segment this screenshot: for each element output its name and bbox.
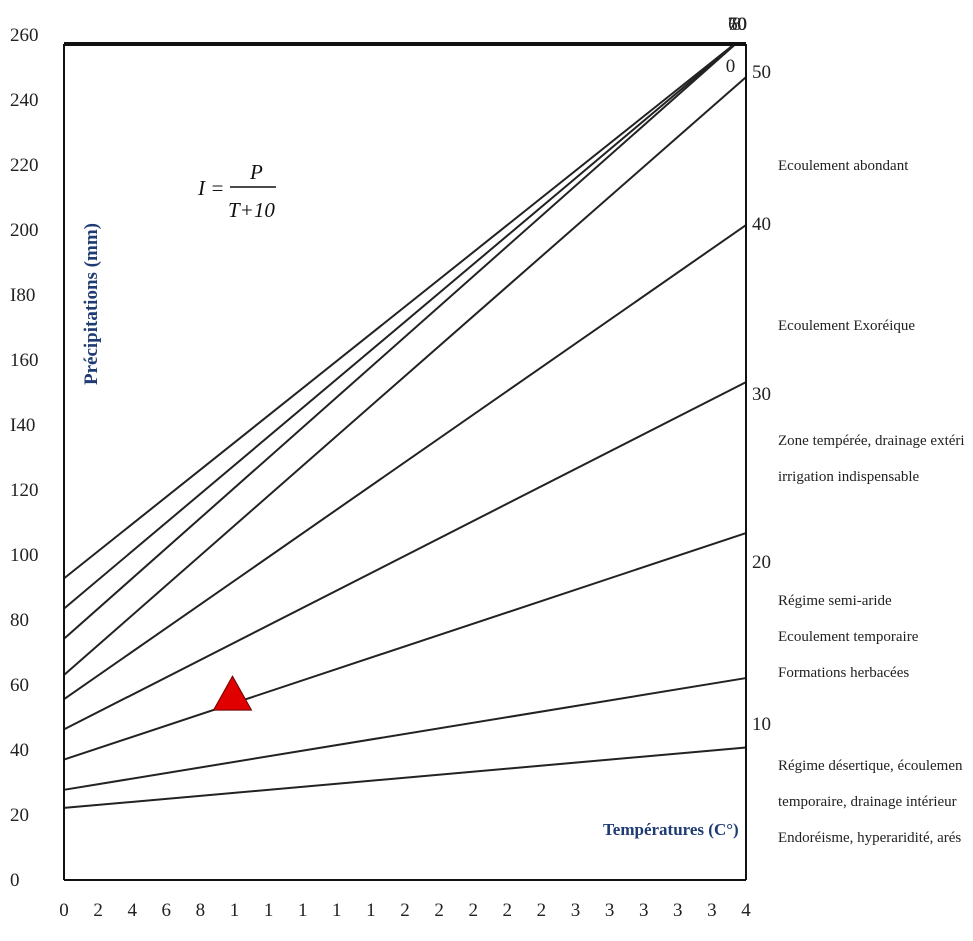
y-tick-label: 40 xyxy=(10,740,29,761)
zone-label: Ecoulement Exoréique xyxy=(778,318,915,334)
top-index-label-1: 70 xyxy=(728,14,747,35)
x-tick-label: 3 xyxy=(673,900,683,921)
x-tick-label: 1 xyxy=(298,900,308,921)
x-tick-label: 4 xyxy=(127,900,137,921)
zone-label: Ecoulement temporaire xyxy=(778,629,919,645)
y-tick-label: 200 xyxy=(10,220,39,241)
zone-label: temporaire, drainage intérieur xyxy=(778,794,957,810)
x-tick-label: 1 xyxy=(230,900,240,921)
zone-descriptions: Ecoulement abondant Ecoulement Exoréique Z… xyxy=(778,158,965,846)
x-tick-label: 2 xyxy=(93,900,103,921)
right-index-label: 30 xyxy=(752,384,771,405)
x-tick-label: 1 xyxy=(332,900,342,921)
x-tick-label: 1 xyxy=(264,900,274,921)
index-line-5 xyxy=(63,381,747,731)
right-index-labels: 50 40 30 20 10 xyxy=(752,62,771,735)
y-tick-label: 80 xyxy=(10,610,29,631)
index-line-0 xyxy=(63,43,736,580)
y-tick-label: 60 xyxy=(10,675,29,696)
index-line-1 xyxy=(63,43,736,610)
zone-label: Régime semi-aride xyxy=(778,593,892,609)
x-tick-label: 6 xyxy=(162,900,172,921)
x-axis-title: Températures (C°) xyxy=(603,820,739,839)
top-index-label-2: 60 xyxy=(728,14,747,35)
y-tick-label: 20 xyxy=(10,805,29,826)
zone-label: Formations herbacées xyxy=(778,665,909,681)
x-tick-labels: 0 2 4 6 8 1 1 1 1 1 2 2 2 2 2 3 3 3 3 3 4 xyxy=(59,900,751,921)
formula: I = P T+10 xyxy=(197,160,276,222)
y-tick-label: I40 xyxy=(10,415,35,436)
x-tick-label: 0 xyxy=(59,900,69,921)
x-tick-label: 3 xyxy=(639,900,649,921)
right-index-label: 10 xyxy=(752,714,771,735)
x-tick-label: 3 xyxy=(707,900,717,921)
x-tick-label: 2 xyxy=(503,900,513,921)
right-index-label: 50 xyxy=(752,62,771,83)
index-lines xyxy=(63,43,747,809)
zone-label: Endoréisme, hyperaridité, arés xyxy=(778,830,961,846)
index-line-3 xyxy=(63,76,747,676)
y-tick-label: I80 xyxy=(10,285,35,306)
index-line-8 xyxy=(63,746,747,809)
svg-text:T+10: T+10 xyxy=(228,198,275,222)
y-tick-label: 0 xyxy=(10,870,20,891)
zone-label: Régime désertique, écoulemen xyxy=(778,758,963,774)
station-marker xyxy=(212,675,253,711)
zone-label: Zone tempérée, drainage extéri xyxy=(778,433,965,449)
index-line-4 xyxy=(63,224,747,701)
right-index-label: 20 xyxy=(752,552,771,573)
x-tick-label: 3 xyxy=(605,900,615,921)
x-tick-label: 3 xyxy=(571,900,581,921)
y-tick-label: 240 xyxy=(10,90,39,111)
top-index-label-0: 8 xyxy=(732,14,742,35)
y-tick-label: 160 xyxy=(10,350,39,371)
index-line-7 xyxy=(63,677,747,791)
x-tick-label: 2 xyxy=(468,900,478,921)
zone-label: Ecoulement abondant xyxy=(778,158,909,174)
index-line-6 xyxy=(63,532,747,761)
y-tick-label: 260 xyxy=(10,25,39,46)
y-axis-title: Précipitations (mm) xyxy=(81,223,102,385)
x-tick-label: 8 xyxy=(196,900,206,921)
x-tick-label: 2 xyxy=(400,900,410,921)
x-tick-label: 2 xyxy=(434,900,444,921)
triangle-marker xyxy=(212,675,253,711)
x-tick-label: 1 xyxy=(366,900,376,921)
zone-label: irrigation indispensable xyxy=(778,469,920,485)
y-tick-label: 120 xyxy=(10,480,39,501)
y-tick-label: 220 xyxy=(10,155,39,176)
svg-text:I =: I = xyxy=(197,176,224,200)
right-index-label: 40 xyxy=(752,214,771,235)
x-tick-label: 2 xyxy=(537,900,547,921)
index-line-2 xyxy=(63,43,737,640)
svg-text:P: P xyxy=(249,160,263,184)
y-tick-label: 100 xyxy=(10,545,39,566)
x-tick-label: 4 xyxy=(741,900,751,921)
top-index-sublabel-0: 0 xyxy=(726,56,736,77)
